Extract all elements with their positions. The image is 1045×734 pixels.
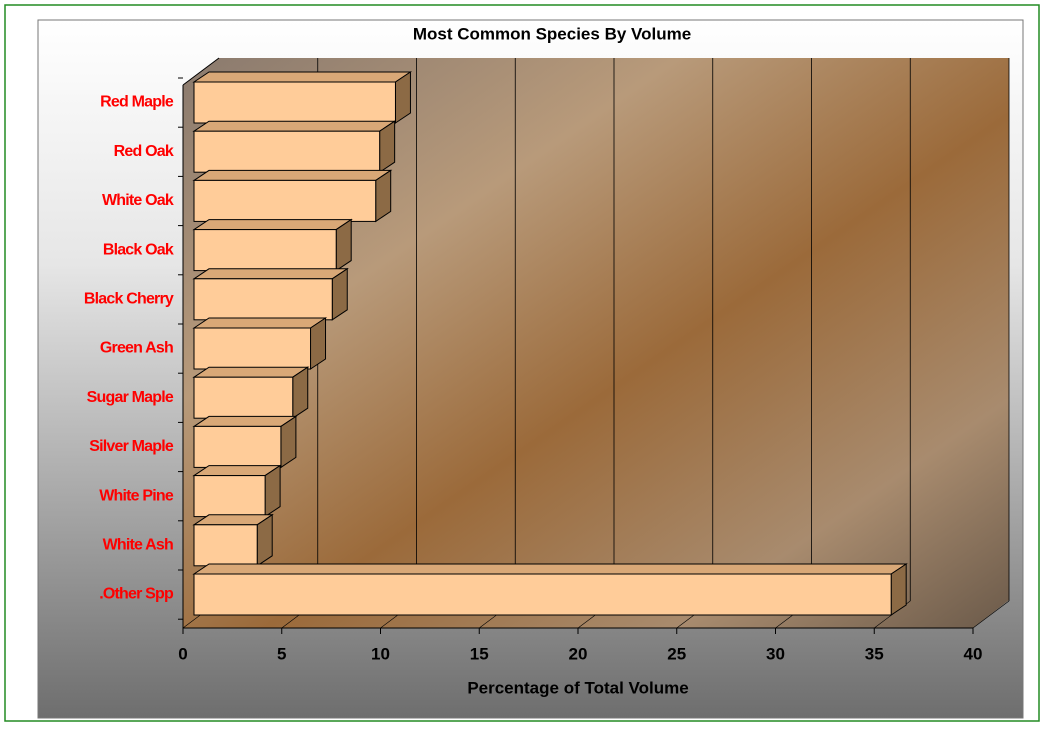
chart-title: Most Common Species By Volume (413, 24, 691, 43)
bar-top (192, 563, 908, 575)
category-label: Black Oak (103, 241, 174, 258)
bar (193, 130, 381, 173)
bar-top (192, 317, 328, 329)
category-label: Black Cherry (84, 291, 174, 308)
bar (193, 425, 282, 468)
bar (193, 229, 337, 272)
bar (193, 475, 266, 518)
bar (193, 278, 333, 321)
bar-top (192, 219, 353, 231)
bar (193, 573, 892, 616)
category-label: Red Oak (114, 143, 174, 160)
x-tick-label: 5 (277, 644, 286, 663)
bar-top (192, 71, 413, 83)
x-tick-label: 20 (569, 644, 588, 663)
bar (193, 376, 294, 419)
x-tick-label: 30 (766, 644, 785, 663)
bar (193, 327, 312, 370)
x-tick-label: 10 (371, 644, 390, 663)
x-tick-label: 0 (178, 644, 187, 663)
category-label: Red Maple (100, 94, 174, 111)
category-label: White Pine (99, 487, 174, 504)
floor-line (972, 600, 1010, 629)
bar-top (192, 169, 393, 181)
category-label: Sugar Maple (87, 389, 174, 406)
wall-edge (182, 57, 220, 86)
category-label: Silver Maple (89, 438, 174, 455)
category-label: White Oak (102, 192, 174, 209)
x-tick-label: 25 (667, 644, 686, 663)
bar-top (192, 415, 298, 427)
bar-top (192, 120, 397, 132)
bar (193, 81, 396, 124)
category-label: White Ash (103, 537, 173, 554)
bar-top (192, 268, 349, 280)
x-tick-label: 40 (964, 644, 983, 663)
bar (193, 179, 377, 222)
bar (193, 524, 258, 567)
x-axis-title: Percentage of Total Volume (467, 678, 688, 697)
x-tick-label: 35 (865, 644, 884, 663)
x-tick-label: 15 (470, 644, 489, 663)
category-label: .Other Spp (99, 586, 174, 603)
bar-top (192, 366, 310, 378)
category-label: Green Ash (100, 340, 173, 357)
